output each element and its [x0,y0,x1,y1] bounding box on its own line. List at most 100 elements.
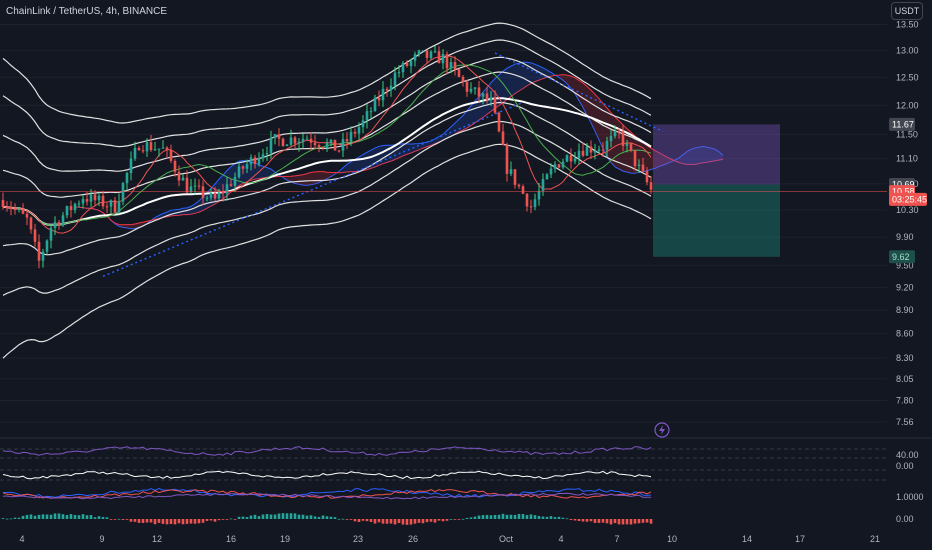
x-tick-label: 7 [614,534,619,544]
histogram-bar [126,519,129,520]
candle-body [226,184,229,193]
histogram-bar [626,519,629,524]
histogram-bar [182,519,185,524]
histogram-bar [510,515,513,519]
candle-body [34,229,37,241]
candle-body [382,89,385,100]
x-tick-label: 26 [408,534,418,544]
y-tick-label: 8.60 [896,329,914,339]
panel-scale-label: 0.00 [896,514,914,524]
candle-body [414,54,417,60]
histogram-bar [166,519,169,524]
histogram-bar [598,519,601,523]
price-tag-label: 11.67 [892,119,914,129]
histogram-bar [146,519,149,523]
x-tick-label: 4 [19,534,24,544]
cloud-segment [243,160,247,183]
histogram-bar [562,518,565,519]
histogram-bar [426,519,429,522]
histogram-bar [490,515,493,519]
candle-body [114,200,117,212]
panel-scale-label: 1.0000 [896,492,924,502]
candle-body [474,87,477,88]
cloud-segment [455,119,459,134]
x-tick-label: 12 [152,534,162,544]
candle-body [126,173,129,183]
histogram-bar [10,519,13,520]
histogram-bar [350,519,353,520]
histogram-bar [358,519,361,522]
candle-body [482,94,485,97]
candle-body [338,151,341,152]
candle-body [194,186,197,187]
histogram-bar [282,513,285,519]
cloud-segment [347,162,351,172]
histogram-bar [254,515,257,519]
histogram-bar [586,519,589,522]
histogram-bar [462,519,465,520]
cloud-segment [311,172,315,185]
candle-body [218,192,221,198]
histogram-bar [602,519,605,523]
candle-body [350,132,353,141]
candle-body [570,155,573,161]
histogram-bar [494,515,497,519]
candle-body [10,207,13,209]
candle-body [2,200,5,207]
candle-body [234,177,237,186]
position-target-zone[interactable] [653,124,780,184]
histogram-bar [102,517,105,519]
candle-body [506,145,509,174]
histogram-bar [362,519,365,521]
candle-body [454,62,457,69]
candle-body [214,193,217,198]
histogram-bar [158,519,161,523]
candle-body [118,202,121,213]
candle-body [586,147,589,156]
cloud-segment [395,144,399,159]
histogram-bar [502,514,505,519]
histogram-bar [554,517,557,519]
histogram-bar [302,515,305,519]
candle-body [390,86,393,90]
x-tick-label: 14 [742,534,752,544]
position-stop-zone[interactable] [653,184,780,256]
candle-body [518,185,521,186]
cloud-segment [295,175,299,184]
histogram-bar [190,519,193,524]
candle-body [606,141,609,150]
candle-body [362,120,365,127]
histogram-bar [374,519,377,524]
candle-body [366,111,369,120]
histogram-bar [278,514,281,519]
histogram-bar [70,514,73,519]
histogram-bar [530,514,533,519]
candle-body [458,69,461,76]
candle-body [326,143,329,148]
candle-body [322,147,325,148]
candle-body [102,196,105,207]
candle-body [646,171,649,182]
envelope-band [3,40,651,147]
candle-body [70,206,73,210]
histogram-bar [342,519,345,520]
candle-body [394,73,397,86]
trend-line-support[interactable] [103,102,523,276]
histogram-bar [38,515,41,519]
candle-body [254,158,257,165]
candle-body [534,199,537,207]
candle-body [42,252,45,261]
candle-body [442,54,445,63]
candle-body [582,151,585,156]
histogram-bar [270,515,273,519]
histogram-bar [122,519,125,520]
histogram-bar [194,519,197,524]
panel-scale-label: 40.00 [896,450,919,460]
histogram-bar [198,519,201,523]
histogram-bar [142,519,145,523]
histogram-bar [534,515,537,519]
candle-body [310,139,313,143]
candle-body [62,215,65,225]
candle-body [446,54,449,68]
